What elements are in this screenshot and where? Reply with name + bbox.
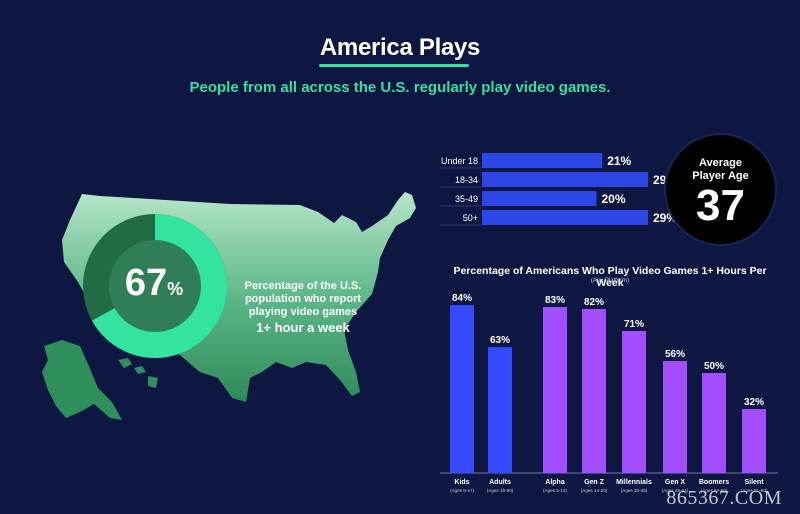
category-age-label: (Ages 62-80) bbox=[701, 488, 728, 493]
category-age-label: (Ages 5-13) bbox=[543, 488, 567, 493]
age-bar-3 bbox=[482, 210, 648, 225]
donut-percent-number: 67 bbox=[124, 262, 168, 304]
page-subtitle: People from all across the U.S. regularl… bbox=[189, 79, 611, 96]
bar-boomers bbox=[702, 373, 726, 473]
category-label: Alpha bbox=[545, 479, 565, 486]
category-label: Gen Z bbox=[584, 479, 605, 486]
category-label: Millennials bbox=[616, 479, 652, 486]
bar-kids bbox=[450, 305, 474, 473]
age-label-3: 50+ bbox=[462, 213, 478, 223]
age-label-2: 35-49 bbox=[454, 194, 478, 204]
category-label: Kids bbox=[454, 479, 469, 486]
bar-value-label: 84% bbox=[452, 293, 472, 304]
bar-alpha bbox=[543, 307, 567, 473]
category-label: Adults bbox=[489, 479, 511, 486]
bar-value-label: 32% bbox=[744, 397, 764, 408]
donut-center bbox=[109, 240, 201, 332]
map-stat-text: Percentage of the U.S. population who re… bbox=[244, 280, 362, 318]
bar-millennials bbox=[622, 331, 646, 473]
category-label: Boomers bbox=[699, 479, 729, 486]
chart-subtitle: (Any Platform) bbox=[590, 278, 630, 284]
category-age-label: (Ages 5-17) bbox=[450, 488, 474, 493]
category-age-label: (Ages 18-90) bbox=[487, 488, 514, 493]
bar-gen-x bbox=[663, 361, 687, 473]
age-label-1: 18-34 bbox=[454, 175, 478, 185]
map-stat-highlight: 1+ hour a week bbox=[256, 320, 350, 335]
bar-value-label: 82% bbox=[584, 297, 604, 308]
bar-value-label: 50% bbox=[704, 361, 724, 372]
age-bar-1 bbox=[482, 172, 648, 187]
hawaii-shape bbox=[118, 358, 158, 388]
bar-silent bbox=[742, 409, 766, 473]
category-age-label: (Ages 30-45) bbox=[621, 488, 648, 493]
donut-percent: 67% bbox=[118, 262, 190, 305]
bar-value-label: 63% bbox=[490, 335, 510, 346]
page-title: America Plays bbox=[319, 34, 481, 61]
age-bar-0 bbox=[482, 153, 603, 168]
chart-title: Percentage of Americans Who Play Video G… bbox=[453, 265, 767, 289]
bar-value-label: 71% bbox=[624, 319, 644, 330]
age-value-0: 21% bbox=[607, 154, 632, 168]
watermark-text: 865367.COM bbox=[666, 487, 782, 509]
age-label-0: Under 18 bbox=[440, 156, 478, 166]
donut-percent-unit: % bbox=[167, 279, 184, 299]
average-age-badge: Average Player Age 37 bbox=[664, 133, 777, 246]
category-label: Silent bbox=[744, 479, 764, 486]
category-age-label: (Ages 46-61) bbox=[662, 488, 689, 493]
category-age-label: (Ages 14-29) bbox=[581, 488, 608, 493]
alaska-shape bbox=[42, 340, 122, 420]
average-age-label: Average Player Age bbox=[692, 157, 749, 182]
age-bar-2 bbox=[482, 191, 597, 206]
bar-adults bbox=[488, 347, 512, 473]
bar-gen-z bbox=[582, 309, 606, 473]
map-stat-description: Percentage of the U.S. population who re… bbox=[238, 280, 368, 334]
category-age-label: (Ages 81-90) bbox=[741, 488, 768, 493]
age-value-2: 20% bbox=[601, 192, 626, 206]
category-label: Gen X bbox=[665, 479, 686, 486]
title-underline bbox=[319, 64, 469, 67]
bar-value-label: 83% bbox=[545, 295, 565, 306]
bar-value-label: 56% bbox=[665, 349, 685, 360]
average-age-value: 37 bbox=[696, 181, 745, 230]
